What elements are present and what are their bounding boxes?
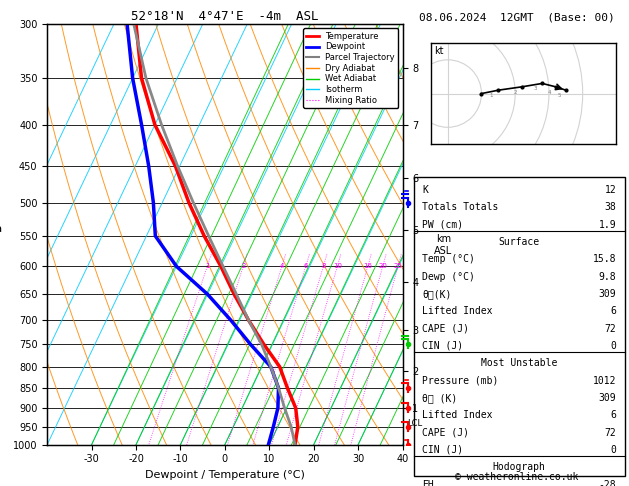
Text: 309: 309 — [599, 289, 616, 299]
Text: 1.9: 1.9 — [599, 220, 616, 229]
Text: K: K — [422, 185, 428, 195]
Text: Surface: Surface — [499, 237, 540, 247]
Text: 6: 6 — [610, 410, 616, 420]
Text: Hodograph: Hodograph — [493, 462, 546, 472]
Text: 1: 1 — [205, 263, 209, 269]
Text: θᴇ (K): θᴇ (K) — [422, 393, 457, 403]
Text: LCL: LCL — [407, 418, 422, 428]
Y-axis label: km
ASL: km ASL — [435, 235, 453, 256]
Text: 15.8: 15.8 — [593, 254, 616, 264]
Text: 8: 8 — [321, 263, 326, 269]
Text: 08.06.2024  12GMT  (Base: 00): 08.06.2024 12GMT (Base: 00) — [419, 12, 615, 22]
Text: 309: 309 — [599, 393, 616, 403]
Text: Totals Totals: Totals Totals — [422, 202, 499, 212]
Text: 20: 20 — [378, 263, 387, 269]
Text: 12: 12 — [604, 185, 616, 195]
Text: 2: 2 — [241, 263, 245, 269]
Text: θᴇ(K): θᴇ(K) — [422, 289, 452, 299]
Text: Lifted Index: Lifted Index — [422, 410, 493, 420]
Text: © weatheronline.co.uk: © weatheronline.co.uk — [455, 472, 579, 482]
Text: 1012: 1012 — [593, 376, 616, 385]
Text: 0: 0 — [610, 445, 616, 455]
Text: 10: 10 — [333, 263, 342, 269]
Text: CIN (J): CIN (J) — [422, 341, 464, 351]
Text: 72: 72 — [604, 428, 616, 437]
Text: 1: 1 — [490, 93, 493, 98]
Text: CIN (J): CIN (J) — [422, 445, 464, 455]
Text: 9.8: 9.8 — [599, 272, 616, 281]
Text: CAPE (J): CAPE (J) — [422, 324, 469, 333]
Text: Most Unstable: Most Unstable — [481, 358, 557, 368]
Text: Temp (°C): Temp (°C) — [422, 254, 475, 264]
Text: Dewp (°C): Dewp (°C) — [422, 272, 475, 281]
Text: 25: 25 — [394, 263, 403, 269]
Text: 6: 6 — [610, 306, 616, 316]
Title: 52°18'N  4°47'E  -4m  ASL: 52°18'N 4°47'E -4m ASL — [131, 10, 319, 23]
Y-axis label: hPa: hPa — [0, 225, 3, 235]
Text: 0: 0 — [610, 341, 616, 351]
Text: kt: kt — [435, 46, 444, 56]
Text: 38: 38 — [604, 202, 616, 212]
Text: Pressure (mb): Pressure (mb) — [422, 376, 499, 385]
Text: Lifted Index: Lifted Index — [422, 306, 493, 316]
Text: 5: 5 — [557, 93, 561, 98]
Text: 4: 4 — [547, 89, 551, 95]
Text: PW (cm): PW (cm) — [422, 220, 464, 229]
Text: 6: 6 — [304, 263, 308, 269]
Text: 16: 16 — [364, 263, 372, 269]
Text: 4: 4 — [280, 263, 284, 269]
X-axis label: Dewpoint / Temperature (°C): Dewpoint / Temperature (°C) — [145, 470, 305, 480]
Text: -28: -28 — [599, 480, 616, 486]
Text: CAPE (J): CAPE (J) — [422, 428, 469, 437]
Text: EH: EH — [422, 480, 434, 486]
Text: 3: 3 — [533, 86, 537, 91]
Text: 72: 72 — [604, 324, 616, 333]
Text: 2: 2 — [513, 89, 517, 95]
Legend: Temperature, Dewpoint, Parcel Trajectory, Dry Adiabat, Wet Adiabat, Isotherm, Mi: Temperature, Dewpoint, Parcel Trajectory… — [303, 29, 398, 108]
